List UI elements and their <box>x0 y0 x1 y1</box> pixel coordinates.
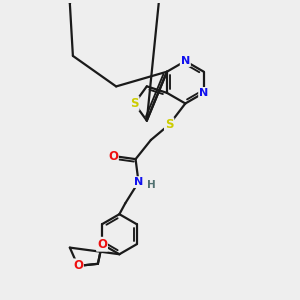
Text: N: N <box>199 88 208 98</box>
Text: S: S <box>130 97 139 110</box>
Text: N: N <box>134 177 143 187</box>
Text: N: N <box>181 56 190 66</box>
Text: H: H <box>147 180 156 190</box>
Text: O: O <box>73 260 83 272</box>
Text: O: O <box>108 150 118 163</box>
Text: O: O <box>97 238 107 251</box>
Text: S: S <box>165 118 173 131</box>
